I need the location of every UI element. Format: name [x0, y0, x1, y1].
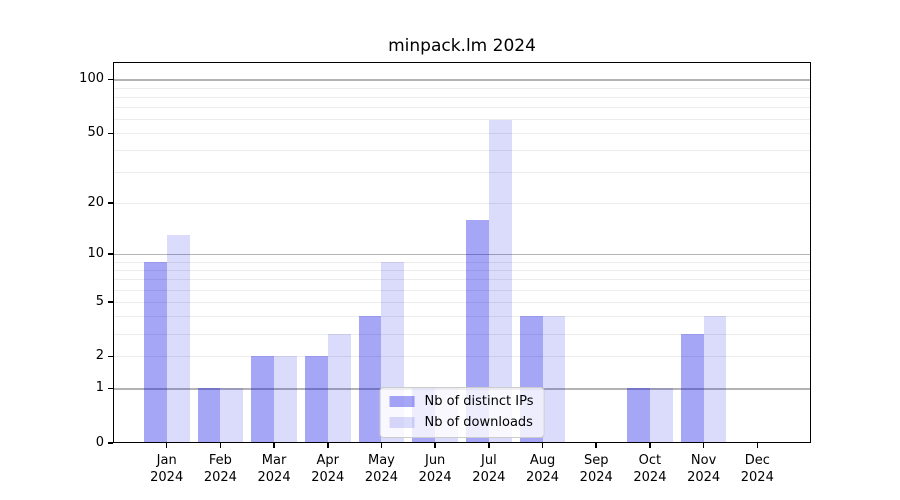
y-tick-20: [108, 202, 113, 204]
x-tick-label-aug: Aug 2024: [525, 453, 560, 485]
y-tick-50: [108, 132, 113, 134]
gridline-9: [113, 261, 811, 263]
x-tick-label-jun: Jun 2024: [418, 453, 452, 485]
legend-label-downloads: Nb of downloads: [424, 415, 533, 430]
legend: Nb of distinct IPs Nb of downloads: [379, 387, 545, 438]
y-tick-2: [108, 355, 113, 358]
bar-distinct-ips-jan: [143, 261, 167, 443]
y-tick-label-10: 10: [87, 246, 104, 262]
bar-distinct-ips-feb: [197, 388, 221, 443]
gridline-40: [113, 150, 811, 152]
y-tick-label-20: 20: [87, 195, 104, 211]
x-tick-jun: [434, 443, 436, 448]
bar-downloads-apr: [327, 333, 351, 443]
y-tick-5: [108, 301, 113, 303]
y-tick-label-0: 0: [95, 435, 104, 450]
x-tick-sep: [595, 443, 597, 448]
y-tick-1: [108, 387, 113, 390]
gridline-10: [113, 254, 811, 256]
gridline-60: [113, 119, 811, 121]
y-tick-label-2: 2: [95, 348, 104, 364]
gridline-80: [113, 96, 811, 98]
bar-distinct-ips-mar: [251, 356, 275, 443]
bar-distinct-ips-oct: [627, 388, 650, 443]
x-tick-apr: [327, 443, 329, 448]
gridline-8: [113, 269, 811, 271]
bar-distinct-ips-may: [358, 316, 382, 443]
x-tick-nov: [702, 443, 705, 448]
x-tick-dec: [756, 443, 759, 448]
bar-downloads-nov: [703, 316, 727, 443]
bar-downloads-feb: [220, 388, 244, 443]
chart-title: minpack.lm 2024: [388, 36, 536, 56]
x-tick-label-apr: Apr 2024: [311, 453, 345, 485]
bar-downloads-mar: [274, 356, 297, 443]
y-tick-label-50: 50: [87, 125, 104, 141]
x-tick-jul: [488, 443, 490, 448]
x-tick-aug: [541, 443, 544, 448]
x-tick-feb: [219, 443, 222, 448]
gridline-70: [113, 107, 811, 109]
x-tick-label-feb: Feb 2024: [203, 453, 237, 485]
gridline-20: [113, 203, 811, 205]
gridline-90: [113, 87, 811, 89]
x-tick-mar: [273, 443, 275, 448]
gridline-7: [113, 279, 811, 281]
x-tick-label-jan: Jan 2024: [150, 453, 184, 485]
x-tick-label-mar: Mar 2024: [257, 453, 291, 485]
gridline-6: [113, 289, 811, 291]
bar-downloads-jan: [166, 235, 190, 443]
legend-swatch-distinct-ips: [389, 396, 415, 407]
gridline-100: [113, 79, 811, 81]
x-tick-label-sep: Sep 2024: [579, 453, 613, 485]
y-tick-100: [108, 78, 113, 81]
legend-item-downloads: Nb of downloads: [389, 415, 534, 430]
bar-downloads-oct: [649, 388, 673, 443]
x-tick-label-dec: Dec 2024: [740, 453, 774, 485]
gridline-50: [113, 133, 811, 135]
x-tick-jan: [165, 443, 168, 448]
bar-distinct-ips-nov: [680, 333, 704, 443]
plot-area: Nb of distinct IPs Nb of downloads: [113, 62, 811, 443]
bar-downloads-jul: [488, 120, 512, 443]
bar-distinct-ips-apr: [304, 356, 328, 443]
x-tick-label-oct: Oct 2024: [633, 453, 667, 485]
x-tick-may: [380, 443, 383, 448]
y-tick-label-100: 100: [79, 71, 104, 87]
legend-swatch-downloads: [389, 417, 415, 428]
y-tick-label-5: 5: [95, 293, 104, 309]
x-tick-oct: [649, 443, 651, 448]
x-tick-label-jul: Jul 2024: [472, 453, 506, 485]
x-tick-label-may: May 2024: [364, 453, 398, 485]
y-tick-label-1: 1: [95, 380, 104, 396]
y-tick-0: [108, 442, 113, 444]
gridline-30: [113, 172, 811, 174]
legend-label-distinct-ips: Nb of distinct IPs: [424, 394, 534, 409]
legend-item-distinct-ips: Nb of distinct IPs: [389, 394, 534, 409]
x-tick-label-nov: Nov 2024: [687, 453, 721, 485]
bar-downloads-aug: [542, 316, 566, 443]
gridline-5: [113, 301, 811, 303]
y-tick-10: [108, 253, 113, 255]
